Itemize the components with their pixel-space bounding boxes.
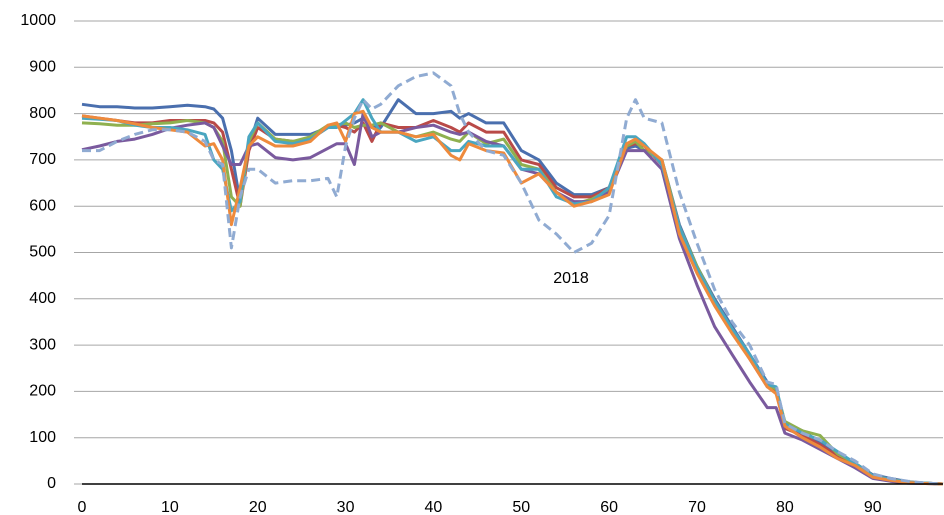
x-tick-label: 30: [337, 499, 355, 515]
annotation: 2018: [553, 270, 589, 287]
series-line: [81, 109, 944, 486]
x-tick-label: 70: [688, 499, 706, 515]
x-tick-label: 60: [600, 499, 618, 515]
y-tick-label: 1000: [20, 12, 56, 29]
y-tick-label: 800: [29, 105, 56, 122]
y-tick-label: 100: [29, 429, 56, 446]
y-tick-label: 900: [29, 59, 56, 76]
x-tick-label: 90: [864, 499, 882, 515]
x-tick-label: 50: [512, 499, 530, 515]
x-tick-label: 20: [249, 499, 267, 515]
series-line: [81, 119, 944, 486]
y-tick-label: 700: [29, 151, 56, 168]
x-tick-label: 10: [161, 499, 179, 515]
x-tick-label: 40: [425, 499, 443, 515]
y-tick-label: 500: [29, 244, 56, 261]
y-tick-label: 300: [29, 336, 56, 353]
x-tick-label: 80: [776, 499, 794, 515]
y-tick-label: 400: [29, 290, 56, 307]
y-tick-label: 600: [29, 197, 56, 214]
series-line: [82, 71, 944, 486]
y-tick-label: 200: [29, 383, 56, 400]
x-tick-label: 0: [78, 499, 87, 515]
y-tick-label: 0: [47, 475, 56, 492]
